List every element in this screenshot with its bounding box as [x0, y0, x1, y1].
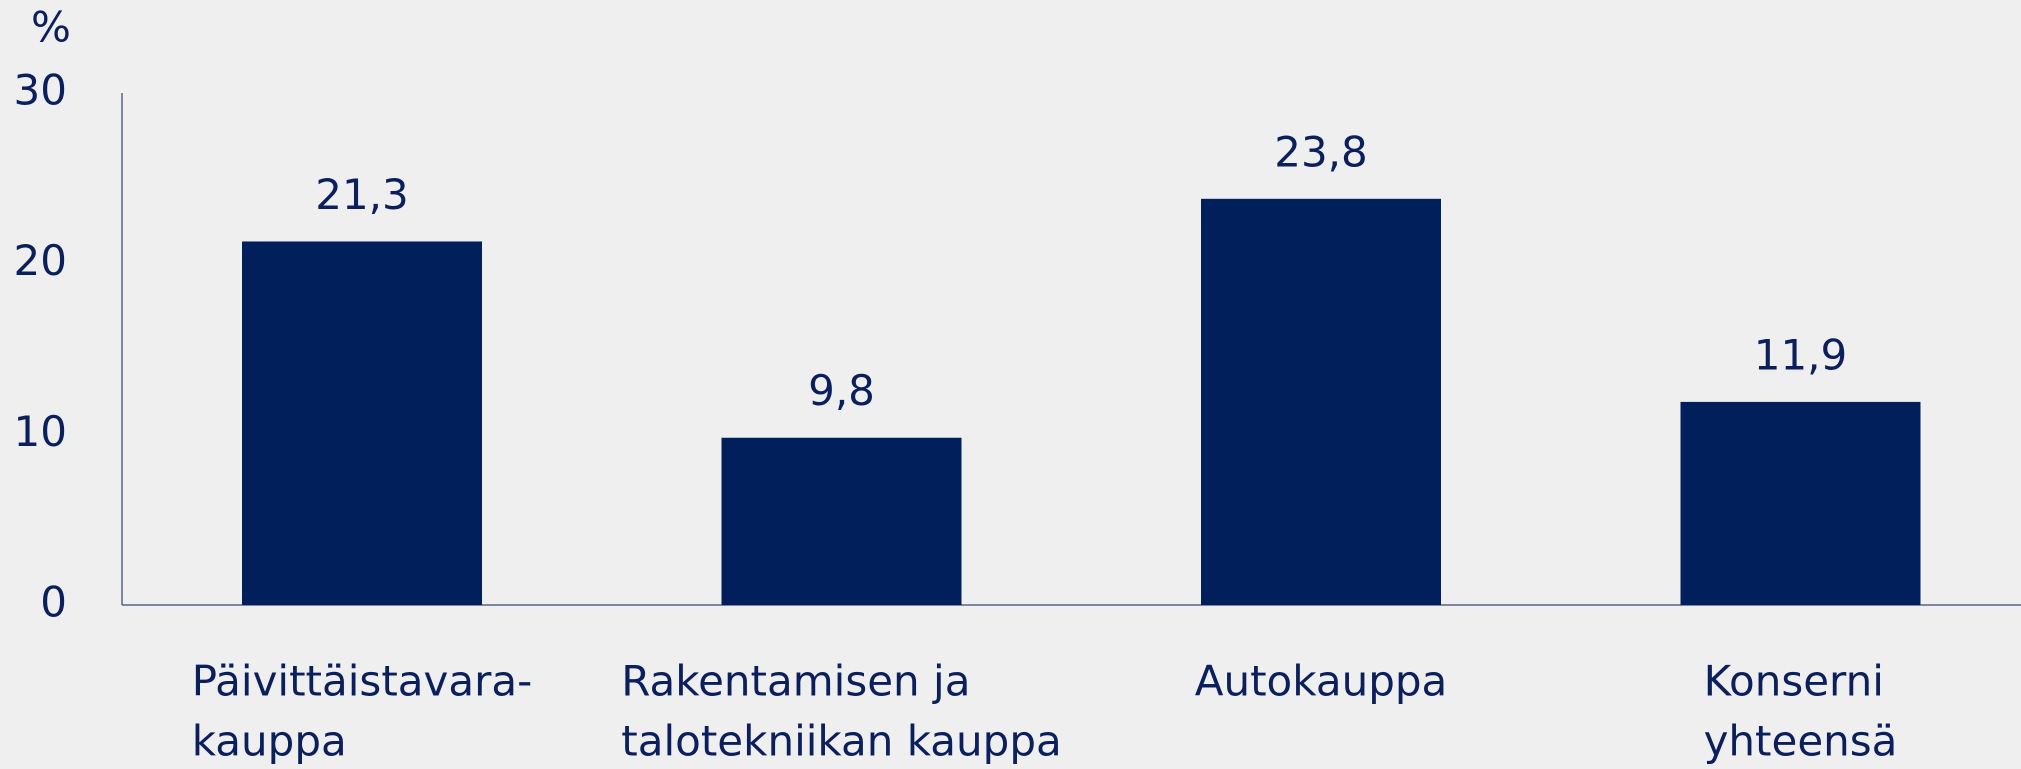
- y-tick-label: 10: [14, 407, 67, 456]
- y-tick-label: 30: [14, 66, 67, 115]
- y-axis-label: %: [31, 3, 71, 52]
- x-tick-label-line: Autokauppa: [1195, 657, 1448, 706]
- bar: [1680, 401, 1921, 605]
- x-tick-label-line: Päivittäistavara-: [192, 657, 533, 706]
- x-tick-label-line: kauppa: [192, 717, 347, 766]
- x-tick-label-line: Konserni: [1704, 657, 1884, 706]
- x-tick-label: Konserni yhteensä: [1704, 657, 1898, 766]
- value-label: 23,8: [1274, 127, 1368, 176]
- x-tick-label: Autokauppa: [1195, 657, 1448, 706]
- x-tick-label-line: Rakentamisen ja: [621, 657, 970, 706]
- x-tick-label: Päivittäistavara-kauppa: [192, 657, 533, 766]
- value-label: 9,8: [808, 366, 875, 415]
- x-tick-label-line: yhteensä: [1704, 717, 1898, 766]
- x-tick-label: Rakentamisen ja talotekniikan kauppa: [621, 657, 1061, 766]
- value-label: 21,3: [315, 170, 409, 219]
- value-label: 11,9: [1754, 330, 1848, 379]
- x-tick-label-line: talotekniikan kauppa: [621, 717, 1061, 766]
- bar: [242, 241, 482, 606]
- y-tick-label: 0: [40, 578, 67, 627]
- bar: [1201, 198, 1441, 605]
- bar: [721, 437, 962, 605]
- y-tick-label: 20: [14, 236, 67, 285]
